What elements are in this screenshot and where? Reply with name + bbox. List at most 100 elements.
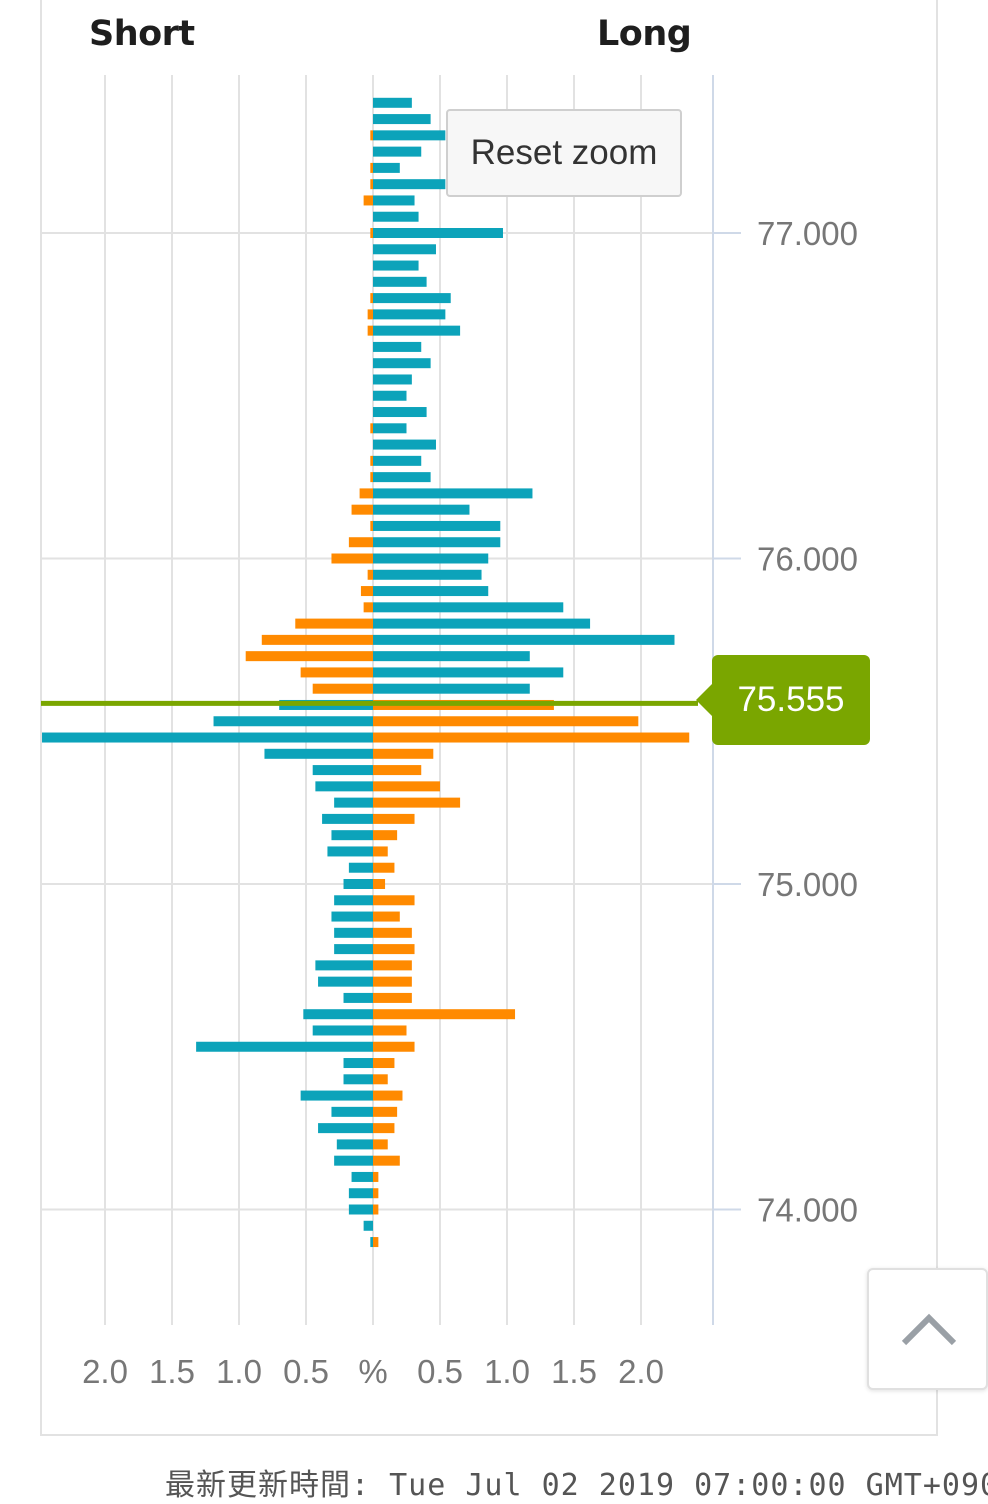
short-bar <box>348 1188 373 1199</box>
short-bar <box>334 927 373 938</box>
short-bar <box>348 862 373 873</box>
short-bar <box>343 1074 373 1085</box>
short-bar <box>331 1106 373 1117</box>
x-tick-label-short: 1.5 <box>149 1353 195 1390</box>
short-bar <box>348 1204 373 1215</box>
long-bar <box>373 520 501 531</box>
long-bar <box>373 228 503 238</box>
short-bar <box>359 488 373 499</box>
short-bar <box>363 602 373 613</box>
short-bar <box>351 504 373 515</box>
long-bar <box>373 325 461 336</box>
short-bar <box>367 325 373 336</box>
long-bar <box>373 976 412 987</box>
long-bar <box>373 992 412 1003</box>
current-price-label: 75.555 <box>696 655 870 745</box>
short-bar <box>261 634 373 645</box>
long-bar <box>373 374 412 385</box>
short-bar <box>351 1171 373 1182</box>
short-bar <box>370 162 373 173</box>
long-bar <box>373 146 422 157</box>
long-bar <box>373 1188 379 1199</box>
long-bar <box>373 1237 379 1248</box>
long-bar <box>373 390 407 401</box>
long-bar <box>373 1009 516 1020</box>
short-bar <box>370 1237 373 1248</box>
x-tick-label-short: 0.5 <box>283 1353 329 1390</box>
short-bar <box>370 130 373 141</box>
long-bar <box>373 455 422 466</box>
long-bar <box>373 1058 395 1069</box>
long-bar <box>373 651 530 662</box>
long-bar <box>373 1139 388 1150</box>
x-tick-label-long: 1.0 <box>484 1353 530 1390</box>
long-bar <box>373 781 440 792</box>
short-bar <box>42 732 374 743</box>
short-bar <box>322 813 373 824</box>
y-tick-label: 75.000 <box>757 866 858 903</box>
long-bar <box>373 293 451 304</box>
long-header: Long <box>597 14 692 54</box>
long-bar <box>373 960 412 971</box>
long-bar <box>373 407 427 418</box>
long-bar <box>373 765 422 776</box>
short-bar <box>331 553 373 564</box>
long-bar <box>373 830 398 841</box>
long-bar <box>373 1074 388 1085</box>
long-bar <box>373 569 482 580</box>
y-tick-label: 74.000 <box>757 1192 858 1229</box>
long-bar <box>373 260 419 271</box>
long-bar <box>373 1025 407 1036</box>
long-bar <box>373 244 436 255</box>
short-bar <box>315 960 373 971</box>
short-bar <box>295 618 373 629</box>
short-bar <box>363 195 373 206</box>
short-bar <box>370 472 373 483</box>
short-bar <box>245 651 373 662</box>
long-bar <box>373 114 431 125</box>
short-bar <box>312 683 373 694</box>
short-bar <box>334 895 373 906</box>
long-bar <box>373 195 415 206</box>
long-bar <box>373 602 564 613</box>
reset-zoom-button[interactable]: Reset zoom <box>446 109 682 197</box>
y-tick-label: 77.000 <box>757 215 858 252</box>
long-bar <box>373 944 415 955</box>
long-bar <box>373 309 446 320</box>
short-bar <box>370 228 373 238</box>
long-bar <box>373 162 400 173</box>
long-bar <box>373 179 446 190</box>
update-time: 最新更新時間: Tue Jul 02 2019 07:00:00 GMT+090… <box>165 1468 988 1503</box>
x-tick-label-short: 2.0 <box>82 1353 128 1390</box>
short-bar <box>213 716 373 727</box>
long-bar <box>373 862 395 873</box>
x-center-label: % <box>358 1353 387 1390</box>
short-bar <box>360 586 373 597</box>
long-bar <box>373 813 415 824</box>
long-bar <box>373 618 591 629</box>
x-tick-label-long: 1.5 <box>551 1353 597 1390</box>
short-bar <box>343 879 373 889</box>
short-bar <box>370 423 373 434</box>
x-tick-label-long: 0.5 <box>417 1353 463 1390</box>
short-bar <box>370 293 373 304</box>
long-bar <box>373 439 436 450</box>
x-tick-label-long: 2.0 <box>618 1353 664 1390</box>
long-bar <box>373 1204 379 1215</box>
long-bar <box>373 879 386 889</box>
short-bar <box>312 1025 373 1036</box>
short-bar <box>312 765 373 776</box>
long-bar <box>373 846 388 857</box>
long-bar <box>373 716 639 727</box>
short-bar <box>336 1139 373 1150</box>
long-bar <box>373 911 400 922</box>
long-bar <box>373 1041 415 1052</box>
long-bar <box>373 276 427 287</box>
short-bar <box>196 1041 373 1052</box>
long-bar <box>373 537 501 548</box>
scroll-to-top-button[interactable] <box>867 1268 988 1390</box>
short-bar <box>348 537 373 548</box>
long-bar <box>373 553 489 564</box>
short-bar <box>370 520 373 531</box>
